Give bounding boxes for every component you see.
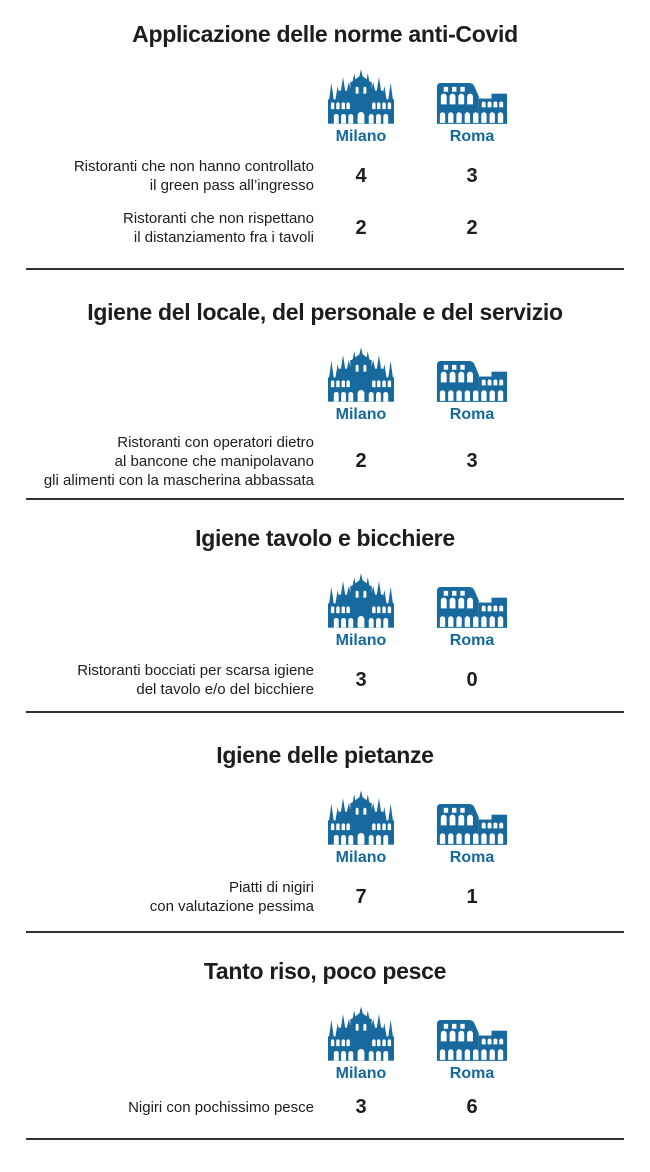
colosseum-icon (436, 586, 508, 628)
rows: Piatti di nigiri con valutazione pessima 7… (0, 878, 650, 916)
city-label-milano: Milano (335, 1065, 387, 1082)
city-label-milano: Milano (335, 406, 387, 423)
value-milano: 2 (355, 450, 367, 472)
section-title: Igiene delle pietanze (216, 742, 434, 768)
duomo-icon (328, 69, 394, 124)
city-label-roma: Roma (449, 849, 495, 866)
data-row: Ristoranti che non hanno controllato il g… (0, 157, 650, 195)
value-roma: 2 (466, 216, 478, 239)
city-milano: Milano (314, 1006, 408, 1084)
city-header: Milano (0, 347, 650, 425)
data-row: Piatti di nigiri con valutazione pessima 7… (0, 878, 650, 916)
infographic: Applicazione delle norme anti-Covid (0, 0, 650, 1140)
city-header: Milano (0, 1006, 650, 1084)
city-roma: Roma (408, 1014, 536, 1084)
section-title: Applicazione delle norme anti-Covid (132, 21, 518, 47)
row-label: Ristoranti con operatori dietro al bancon… (43, 434, 314, 489)
value-roma: 0 (466, 668, 478, 691)
city-header: Milano (0, 573, 650, 651)
row-label: Ristoranti che non rispettano il distanzi… (123, 210, 314, 246)
city-header: Milano (0, 790, 650, 868)
city-header: Milano (0, 69, 650, 147)
data-row: Ristoranti con operatori dietro al bancon… (0, 433, 650, 490)
city-roma: Roma (408, 798, 536, 868)
value-milano: 3 (355, 668, 367, 691)
value-milano: 4 (355, 164, 367, 187)
section-title: Igiene tavolo e bicchiere (195, 525, 455, 551)
duomo-icon (328, 1006, 394, 1061)
colosseum-icon (436, 360, 508, 402)
city-milano: Milano (314, 69, 408, 147)
rows: Ristoranti con operatori dietro al bancon… (0, 433, 650, 490)
data-row: Ristoranti bocciati per scarsa igiene del… (0, 661, 650, 699)
city-milano: Milano (314, 573, 408, 651)
city-label-roma: Roma (449, 1065, 495, 1082)
duomo-icon (328, 347, 394, 402)
duomo-icon (328, 790, 394, 845)
city-label-roma: Roma (449, 406, 495, 423)
value-roma: 6 (466, 1096, 478, 1118)
row-label: Piatti di nigiri con valutazione pessima (149, 879, 314, 915)
city-milano: Milano (314, 790, 408, 868)
row-label: Ristoranti che non hanno controllato il g… (73, 158, 314, 194)
value-milano: 7 (355, 885, 367, 908)
data-row: Ristoranti che non rispettano il distanzi… (0, 209, 650, 247)
city-label-roma: Roma (449, 632, 495, 649)
rows: Ristoranti che non hanno controllato il g… (0, 157, 650, 247)
section: Tanto riso, poco pesce (0, 933, 650, 1140)
row-label: Ristoranti bocciati per scarsa igiene del… (77, 662, 314, 698)
section: Igiene delle pietanze (0, 713, 650, 933)
value-roma: 3 (466, 164, 478, 187)
section: Igiene del locale, del personale e del s… (0, 270, 650, 500)
bottom-spacer (0, 1140, 650, 1172)
colosseum-icon (436, 82, 508, 124)
value-roma: 3 (466, 450, 478, 472)
duomo-icon (328, 573, 394, 628)
city-label-milano: Milano (335, 632, 387, 649)
value-roma: 1 (466, 885, 478, 908)
section: Igiene tavolo e bicchiere (0, 500, 650, 713)
city-label-milano: Milano (335, 849, 387, 866)
rows: Nigiri con pochissimo pesce 3 6 (0, 1096, 650, 1119)
city-roma: Roma (408, 355, 536, 425)
value-milano: 3 (355, 1096, 367, 1118)
city-roma: Roma (408, 77, 536, 147)
section-title: Igiene del locale, del personale e del s… (87, 299, 563, 325)
section-title: Tanto riso, poco pesce (203, 958, 447, 984)
city-roma: Roma (408, 581, 536, 651)
city-label-milano: Milano (335, 128, 387, 145)
data-row: Nigiri con pochissimo pesce 3 6 (0, 1096, 650, 1119)
colosseum-icon (436, 1019, 508, 1061)
rows: Ristoranti bocciati per scarsa igiene del… (0, 661, 650, 699)
city-label-roma: Roma (449, 128, 495, 145)
section: Applicazione delle norme anti-Covid (0, 0, 650, 270)
city-milano: Milano (314, 347, 408, 425)
value-milano: 2 (355, 216, 367, 239)
colosseum-icon (436, 803, 508, 845)
row-label: Nigiri con pochissimo pesce (128, 1099, 314, 1116)
